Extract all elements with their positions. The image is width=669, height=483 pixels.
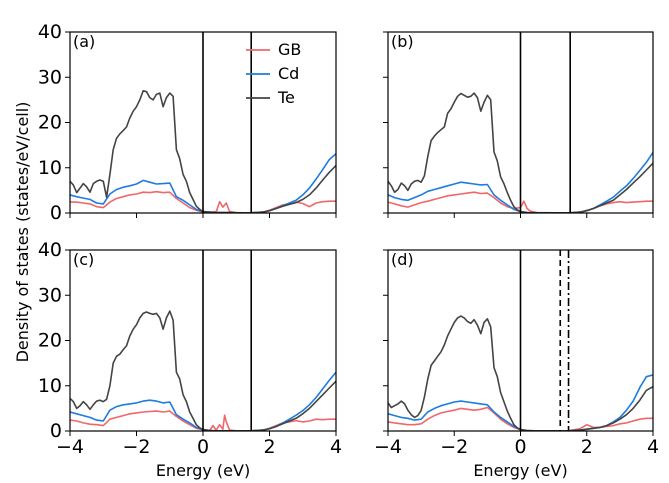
series-line-te — [388, 315, 653, 431]
y-tick-label: 10 — [38, 375, 62, 397]
x-tick-label: −2 — [440, 436, 468, 458]
panel-d: −4 −2 0 2 4 (d) Energy (eV) — [374, 249, 659, 480]
x-tick-label: 0 — [514, 436, 526, 458]
y-tick-label: 20 — [38, 330, 62, 352]
series-line-te — [70, 90, 336, 213]
x-axis-label: Energy (eV) — [473, 461, 567, 480]
legend-label-gb: GB — [278, 40, 301, 59]
panel-label: (c) — [73, 250, 94, 269]
series-line-te — [388, 92, 653, 213]
series-line-te — [70, 310, 336, 431]
series-line-gb — [388, 406, 653, 431]
panel-label: (b) — [391, 32, 414, 51]
panel-data — [388, 250, 653, 431]
y-tick-label: 40 — [38, 239, 62, 261]
y-tick-label: 20 — [38, 112, 62, 134]
series-line-cd — [388, 151, 653, 213]
panel-b: (b) — [383, 31, 654, 218]
y-tick-label: 0 — [50, 202, 62, 224]
x-tick-label: 2 — [581, 436, 593, 458]
panel-label: (d) — [391, 250, 414, 269]
panel-a: 0 10 20 30 40 (a) GB Cd Te — [38, 21, 337, 224]
x-tick-label: 2 — [263, 436, 275, 458]
panel-data — [70, 250, 336, 431]
x-tick-label: 4 — [330, 436, 342, 458]
y-tick-label: 30 — [38, 284, 62, 306]
x-tick-label: −4 — [56, 436, 84, 458]
x-tick-label: −2 — [122, 436, 150, 458]
y-tick-label: 30 — [38, 66, 62, 88]
panel-data — [70, 32, 336, 213]
panel-label: (a) — [73, 32, 95, 51]
series-line-cd — [70, 153, 336, 213]
y-tick-label: 40 — [38, 21, 62, 43]
x-tick-label: 4 — [647, 436, 659, 458]
series-line-cd — [70, 371, 336, 431]
legend: GB Cd Te — [246, 40, 301, 107]
x-axis-label: Energy (eV) — [156, 461, 250, 480]
y-tick-label: 0 — [50, 420, 62, 442]
legend-label-cd: Cd — [278, 64, 299, 83]
x-tick-label: −4 — [374, 436, 402, 458]
y-tick-label: 10 — [38, 157, 62, 179]
x-tick-label: 0 — [197, 436, 209, 458]
panel-data — [388, 32, 653, 213]
legend-label-te: Te — [277, 88, 295, 107]
y-axis-label: Density of states (states/eV/cell) — [13, 102, 32, 363]
